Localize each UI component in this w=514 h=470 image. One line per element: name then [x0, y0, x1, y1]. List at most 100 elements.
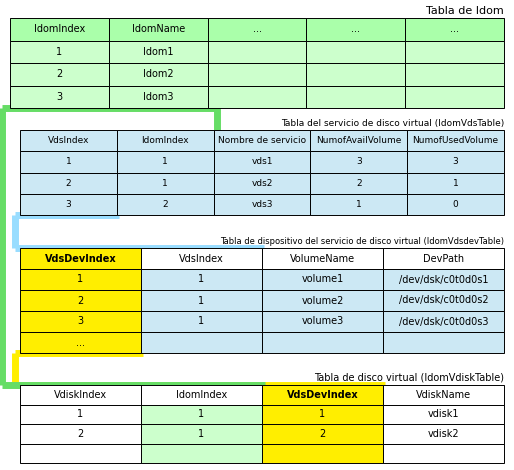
Bar	[214, 130, 310, 151]
Text: 1: 1	[65, 157, 71, 166]
Bar	[20, 194, 117, 215]
Text: 1: 1	[356, 200, 362, 209]
Bar	[310, 130, 407, 151]
Text: 1: 1	[162, 157, 168, 166]
Bar	[306, 63, 405, 86]
Text: 1: 1	[162, 179, 168, 188]
Bar	[20, 290, 141, 311]
Bar	[306, 86, 405, 108]
Bar	[310, 151, 407, 172]
Bar	[10, 63, 109, 86]
Text: Tabla de disco virtual (IdomVdiskTable): Tabla de disco virtual (IdomVdiskTable)	[314, 373, 504, 383]
Bar	[383, 290, 504, 311]
Bar	[262, 269, 383, 290]
Bar	[20, 424, 141, 444]
Text: 1: 1	[78, 274, 84, 284]
Text: 1: 1	[198, 409, 205, 419]
Bar	[109, 63, 208, 86]
Bar	[141, 332, 262, 353]
Bar	[407, 151, 504, 172]
Text: NumofAvailVolume: NumofAvailVolume	[316, 136, 401, 145]
Text: IdomIndex: IdomIndex	[176, 390, 227, 400]
Text: VdiskName: VdiskName	[416, 390, 471, 400]
Bar	[405, 40, 504, 63]
Bar	[262, 332, 383, 353]
Text: vds3: vds3	[251, 200, 273, 209]
Bar	[117, 151, 214, 172]
Bar	[383, 424, 504, 444]
Text: /dev/dsk/c0t0d0s1: /dev/dsk/c0t0d0s1	[399, 274, 488, 284]
Bar	[20, 405, 141, 424]
Bar	[310, 194, 407, 215]
Text: 1: 1	[453, 179, 458, 188]
Text: 2: 2	[319, 429, 326, 439]
Text: 2: 2	[78, 429, 84, 439]
Bar	[208, 86, 306, 108]
Bar	[262, 290, 383, 311]
Bar	[306, 40, 405, 63]
Text: VolumeName: VolumeName	[290, 253, 355, 264]
Bar	[208, 18, 306, 40]
Bar	[383, 311, 504, 332]
Bar	[208, 40, 306, 63]
Bar	[141, 269, 262, 290]
Text: Nombre de servicio: Nombre de servicio	[218, 136, 306, 145]
Bar	[208, 63, 306, 86]
Text: Idom3: Idom3	[143, 92, 173, 102]
Text: VdsIndex: VdsIndex	[179, 253, 224, 264]
Text: 3: 3	[65, 200, 71, 209]
Text: Idom1: Idom1	[143, 47, 173, 57]
Bar	[262, 311, 383, 332]
Bar	[407, 130, 504, 151]
Bar	[20, 332, 141, 353]
Bar	[141, 290, 262, 311]
Bar	[141, 405, 262, 424]
Text: vds2: vds2	[251, 179, 273, 188]
Bar	[262, 444, 383, 463]
Bar	[262, 424, 383, 444]
Text: 2: 2	[78, 296, 84, 306]
Text: /dev/dsk/c0t0d0s2: /dev/dsk/c0t0d0s2	[399, 296, 488, 306]
Bar	[109, 86, 208, 108]
Text: DevPath: DevPath	[423, 253, 464, 264]
Bar	[20, 248, 141, 269]
Bar	[20, 172, 117, 194]
Text: 3: 3	[57, 92, 63, 102]
Bar	[141, 248, 262, 269]
Bar	[407, 172, 504, 194]
Text: ...: ...	[252, 24, 262, 34]
Text: 1: 1	[198, 316, 205, 327]
Bar	[20, 385, 141, 405]
Bar	[383, 385, 504, 405]
Bar	[20, 269, 141, 290]
Bar	[117, 130, 214, 151]
Bar	[214, 194, 310, 215]
Text: ...: ...	[76, 337, 85, 347]
Text: volume2: volume2	[301, 296, 344, 306]
Bar	[141, 311, 262, 332]
Bar	[383, 269, 504, 290]
Bar	[109, 18, 208, 40]
Bar	[141, 385, 262, 405]
Text: ...: ...	[351, 24, 360, 34]
Text: 3: 3	[78, 316, 84, 327]
Bar	[383, 248, 504, 269]
Text: vds1: vds1	[251, 157, 273, 166]
Text: VdiskIndex: VdiskIndex	[54, 390, 107, 400]
Bar	[383, 444, 504, 463]
Text: 2: 2	[162, 200, 168, 209]
Bar	[20, 444, 141, 463]
Bar	[383, 332, 504, 353]
Bar	[407, 194, 504, 215]
Text: 3: 3	[356, 157, 362, 166]
Bar	[214, 172, 310, 194]
Bar	[109, 40, 208, 63]
Text: ...: ...	[450, 24, 459, 34]
Bar	[306, 18, 405, 40]
Bar	[10, 40, 109, 63]
Bar	[383, 405, 504, 424]
Text: 1: 1	[319, 409, 325, 419]
Bar	[10, 86, 109, 108]
Text: NumofUsedVolume: NumofUsedVolume	[413, 136, 499, 145]
Bar	[405, 63, 504, 86]
